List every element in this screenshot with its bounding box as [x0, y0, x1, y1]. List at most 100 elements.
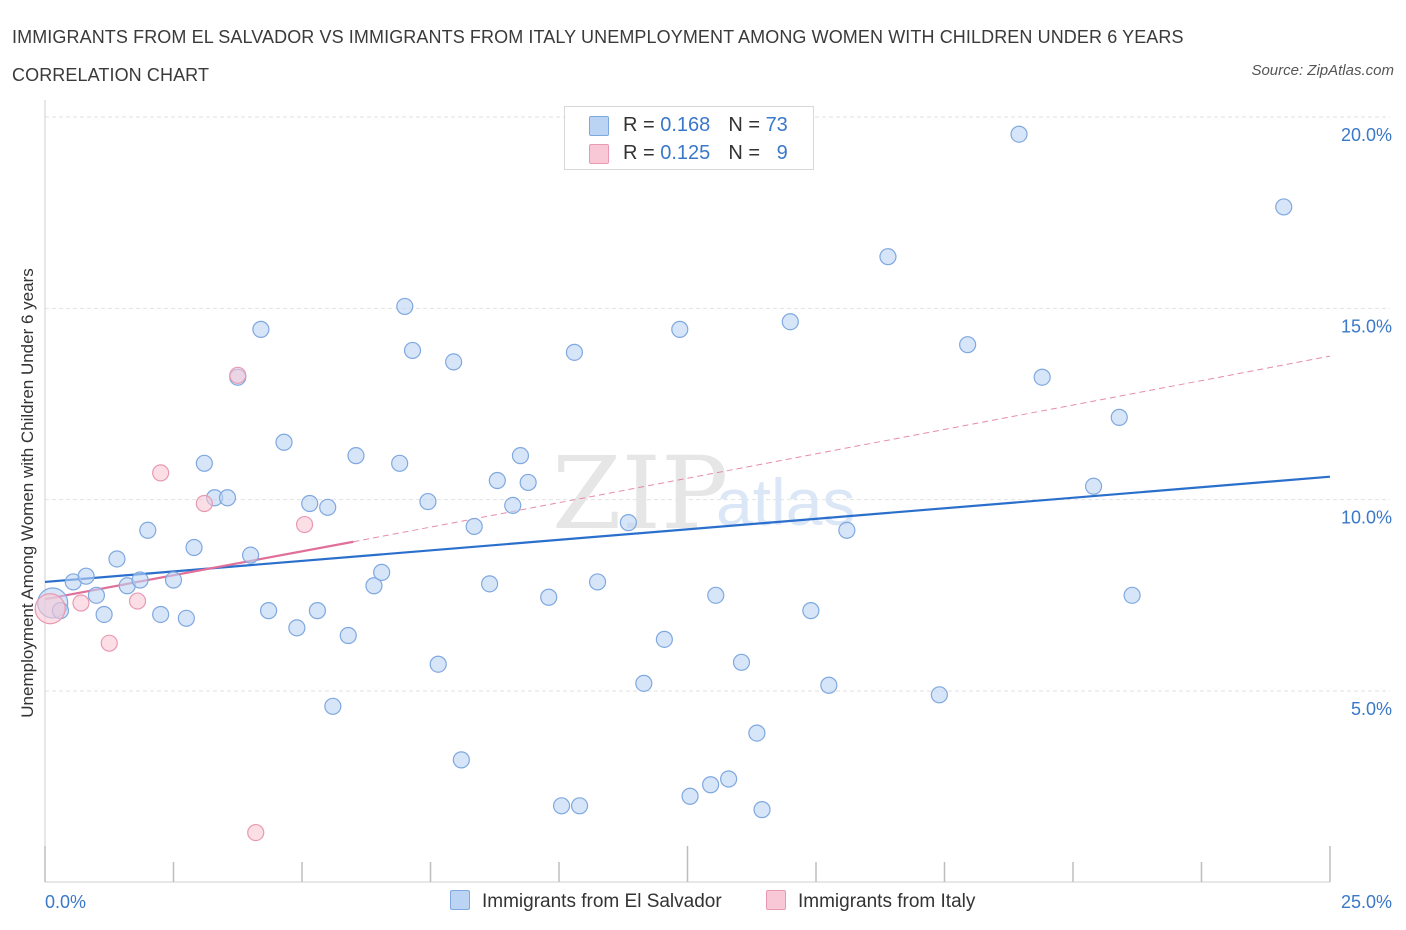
el-salvador-point-71 — [1123, 586, 1141, 604]
el-salvador-point-9 — [139, 521, 157, 539]
el-salvador-point-25 — [319, 498, 337, 516]
el-salvador-point-52 — [671, 320, 689, 338]
legend-row-el-salvador: R = 0.168 N = 73 — [589, 111, 788, 139]
el-salvador-point-32 — [396, 297, 414, 316]
el-salvador-point-12 — [177, 609, 195, 627]
legend-r-label: R = — [623, 114, 661, 136]
el-salvador-swatch — [450, 889, 470, 910]
el-salvador-point-51 — [655, 630, 673, 648]
el-salvador-point-39 — [481, 575, 499, 593]
el-salvador-point-6 — [108, 550, 126, 568]
italy-point-0 — [34, 593, 66, 625]
el-salvador-point-54 — [702, 776, 720, 794]
el-salvador-point-35 — [429, 655, 447, 673]
el-salvador-point-70 — [1110, 408, 1128, 426]
el-salvador-point-21 — [275, 433, 293, 451]
legend-label-el-salvador: Immigrants from El Salvador — [482, 891, 722, 912]
el-salvador-point-27 — [339, 626, 357, 645]
el-salvador-point-29 — [365, 577, 383, 595]
el-salvador-point-34 — [419, 492, 437, 511]
el-salvador-point-65 — [930, 686, 948, 704]
legend-r-value: 0.125 — [660, 142, 711, 164]
watermark: ZIP atlas — [552, 435, 855, 552]
el-salvador-point-47 — [570, 797, 589, 815]
el-salvador-point-46 — [565, 343, 584, 361]
axes — [44, 100, 1331, 883]
el-salvador-point-20 — [259, 602, 278, 620]
italy-swatch — [766, 889, 786, 910]
y-axis-title: Unemployment Among Women with Children U… — [18, 268, 37, 717]
el-salvador-point-48 — [588, 573, 607, 591]
el-salvador-point-58 — [748, 724, 766, 742]
italy-point-4 — [152, 464, 170, 482]
legend-item-el-salvador: Immigrants from El Salvador — [450, 888, 722, 916]
el-salvador-point-66 — [959, 336, 977, 354]
italy-point-8 — [295, 515, 314, 534]
el-salvador-point-36 — [445, 353, 463, 371]
legend-item-italy: Immigrants from Italy — [766, 888, 975, 916]
el-salvador-point-43 — [519, 473, 537, 492]
legend-label-italy: Immigrants from Italy — [798, 891, 976, 912]
el-salvador-point-22 — [288, 619, 306, 637]
legend-n-label: N = — [728, 142, 766, 164]
el-salvador-point-30 — [373, 563, 391, 581]
y-tick-label-15: 15.0% — [1341, 316, 1392, 336]
y-tick-labels: 5.0% 10.0% 15.0% 20.0% — [1341, 125, 1392, 719]
grid-lines — [45, 116, 1390, 692]
el-salvador-point-69 — [1084, 477, 1103, 495]
italy-point-1 — [72, 594, 90, 612]
el-salvador-point-45 — [552, 797, 571, 815]
el-salvador-point-33 — [403, 341, 422, 360]
el-salvador-point-11 — [164, 571, 183, 589]
el-salvador-point-3 — [77, 567, 95, 585]
legend-n-value: 73 — [765, 114, 788, 136]
el-salvador-point-40 — [488, 471, 506, 490]
el-salvador-trend-line — [44, 475, 1331, 584]
el-salvador-point-55 — [707, 586, 725, 604]
el-salvador-point-13 — [185, 538, 203, 557]
el-salvador-point-24 — [308, 602, 327, 620]
el-salvador-point-18 — [242, 546, 260, 564]
el-salvador-points — [37, 125, 1293, 819]
el-salvador-point-59 — [753, 801, 771, 819]
el-salvador-point-60 — [781, 313, 799, 331]
el-salvador-point-57 — [732, 653, 751, 671]
el-salvador-point-10 — [152, 605, 170, 624]
el-salvador-point-53 — [681, 787, 699, 805]
watermark-zip: ZIP — [552, 435, 728, 552]
el-salvador-point-19 — [252, 320, 270, 338]
y-tick-label-20: 20.0% — [1341, 125, 1392, 145]
el-salvador-point-4 — [87, 586, 106, 604]
legend-r-label: R = — [623, 142, 661, 164]
el-salvador-swatch — [589, 115, 609, 136]
chart-title: IMMIGRANTS FROM EL SALVADOR VS IMMIGRANT… — [12, 27, 1184, 85]
italy-point-7 — [247, 823, 265, 842]
el-salvador-point-26 — [324, 697, 342, 715]
el-salvador-point-49 — [619, 514, 637, 532]
el-salvador-point-72 — [1275, 198, 1293, 216]
el-salvador-point-28 — [347, 447, 365, 465]
el-salvador-point-42 — [511, 447, 530, 465]
el-salvador-point-5 — [95, 605, 113, 624]
y-tick-label-10: 10.0% — [1341, 508, 1392, 528]
legend-n-value: 9 — [776, 142, 788, 164]
el-salvador-point-37 — [452, 751, 470, 769]
source-credit: Source: ZipAtlas.com — [1251, 62, 1394, 79]
el-salvador-point-50 — [635, 674, 653, 692]
el-salvador-point-41 — [504, 496, 522, 515]
el-salvador-point-14 — [195, 454, 213, 472]
el-salvador-point-31 — [391, 454, 409, 472]
el-salvador-point-61 — [802, 602, 820, 620]
el-salvador-point-68 — [1033, 368, 1051, 386]
el-salvador-point-62 — [820, 676, 838, 694]
correlation-legend: R = 0.168 N = 73 R = 0.125 N = 9 — [564, 106, 814, 170]
italy-points — [34, 366, 314, 842]
italy-point-6 — [229, 366, 247, 384]
el-salvador-point-38 — [465, 517, 483, 536]
legend-row-italy: R = 0.125 N = 9 — [589, 139, 788, 167]
italy-point-2 — [100, 634, 118, 652]
x-tick-label-min: 0.0% — [45, 892, 86, 912]
el-salvador-point-64 — [879, 248, 897, 266]
x-tick-label-max: 25.0% — [1341, 892, 1392, 912]
